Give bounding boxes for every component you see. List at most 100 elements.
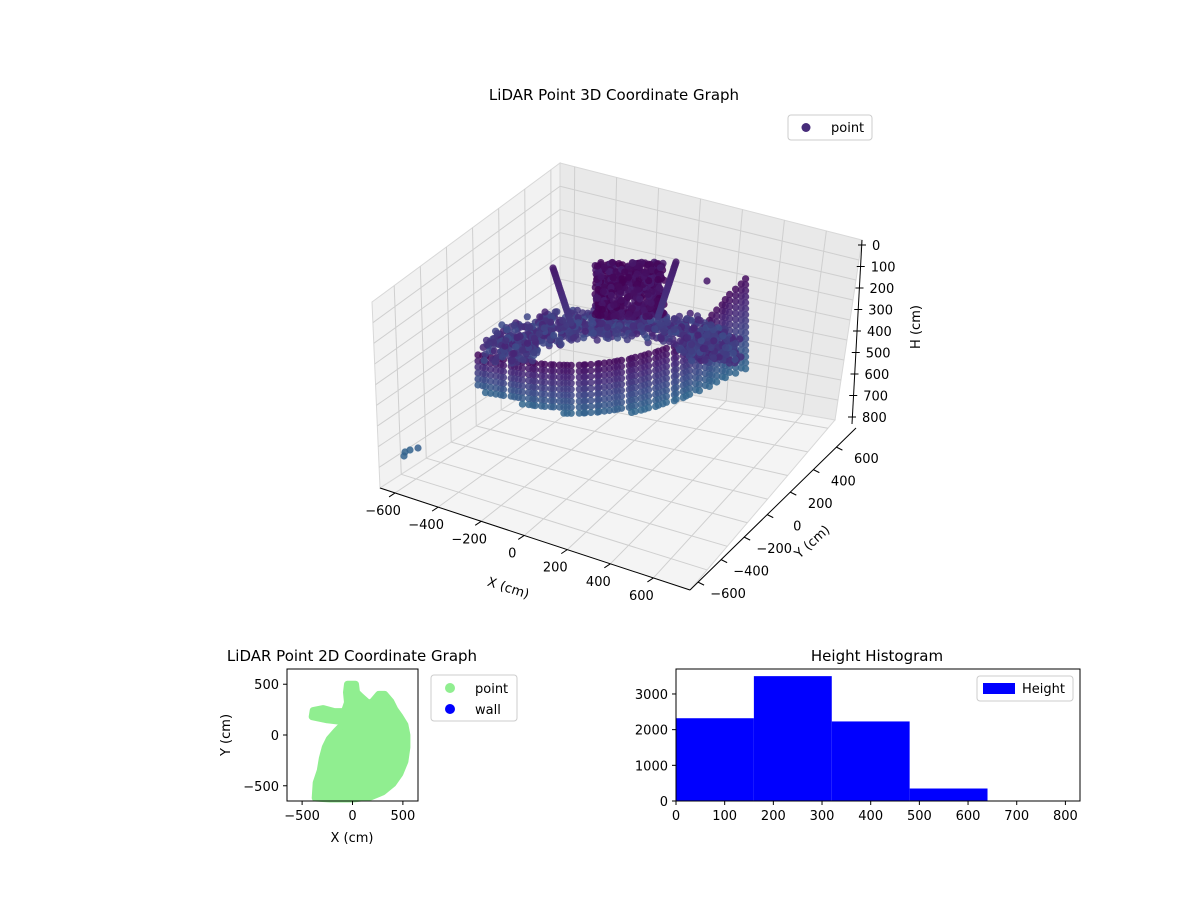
point-3d <box>631 377 639 385</box>
point-3d <box>633 309 641 318</box>
point-3d <box>688 357 696 365</box>
plot-3d-title: LiDAR Point 3D Coordinate Graph <box>489 86 739 104</box>
point-3d <box>541 384 549 392</box>
point-3d <box>695 375 704 383</box>
y-tick-label-3d: −200 <box>756 542 792 557</box>
point-3d <box>731 355 739 364</box>
point-3d <box>581 367 589 375</box>
point-3d <box>617 368 626 376</box>
point-3d <box>503 326 511 334</box>
point-3d <box>654 313 662 321</box>
point-3d <box>672 395 680 403</box>
x-tick-label-3d: −200 <box>451 532 487 547</box>
x-tick-label-3d: −600 <box>365 504 401 519</box>
point-3d <box>487 377 495 385</box>
ticks-2d: −500 0 500 −500 0 500 <box>243 678 415 824</box>
legend-2d-point-label: point <box>475 682 508 697</box>
point-3d <box>631 359 639 367</box>
point-3d <box>628 304 636 312</box>
point-3d <box>742 293 750 301</box>
point-3d <box>594 294 602 302</box>
point-3d <box>703 277 711 285</box>
point-3d <box>629 259 637 267</box>
point-3d <box>589 329 597 337</box>
point-3d <box>726 290 734 298</box>
histogram-title: Height Histogram <box>811 647 943 665</box>
point-3d <box>599 287 607 296</box>
y-ticks-3d: −600 −400 −2000 200 400 600 <box>697 446 879 602</box>
point-3d <box>713 306 721 314</box>
plot-histogram: Height Histogram 0 100 200 300 400 500 600 700 8… <box>635 647 1081 824</box>
point-3d <box>695 369 704 377</box>
grid-line <box>559 232 854 301</box>
point-3d <box>621 268 629 276</box>
point-3d <box>732 369 740 377</box>
point-3d <box>615 283 623 291</box>
point-3d <box>713 318 721 326</box>
y-tick-3d <box>813 469 820 474</box>
point-3d <box>726 308 734 316</box>
point-3d <box>686 366 694 374</box>
point-3d <box>631 407 639 415</box>
x-tick-label-hist: 400 <box>858 809 883 824</box>
point-3d <box>672 383 680 391</box>
point-3d <box>581 373 589 381</box>
point-3d <box>707 321 715 329</box>
y-tick-3d <box>836 446 843 451</box>
point-3d <box>729 349 737 357</box>
point-3d <box>726 314 734 322</box>
point-3d <box>631 395 639 403</box>
point-3d <box>491 357 499 365</box>
x-tick-label-hist: 600 <box>956 809 981 824</box>
point-3d <box>726 296 734 304</box>
point-3d <box>664 318 672 326</box>
y-tick-3d <box>720 559 728 564</box>
point-3d <box>670 326 678 334</box>
point-3d <box>539 339 547 347</box>
x-tick-label-2d: 0 <box>348 809 356 824</box>
point-3d <box>631 353 639 361</box>
point-3d <box>581 379 589 387</box>
point-3d <box>540 324 548 332</box>
legend-2d: point wall <box>430 674 518 722</box>
histogram-ticks: 0 100 200 300 400 500 600 700 800 0 1000 2000 3000 <box>635 688 1078 824</box>
point-3d <box>570 334 578 342</box>
point-3d <box>644 324 652 333</box>
x-tick-label-3d: −400 <box>408 518 444 533</box>
point-3d <box>636 295 644 303</box>
point-3d <box>645 392 653 400</box>
point-3d <box>697 337 705 345</box>
z-axis-label-3d: H (cm) <box>909 305 924 349</box>
point-3d <box>662 386 671 394</box>
point-3d <box>686 378 694 386</box>
point-3d <box>713 312 721 320</box>
x-tick-label-hist: 800 <box>1053 809 1078 824</box>
point-3d <box>617 398 626 406</box>
point-3d <box>732 339 740 347</box>
point-3d <box>672 365 680 373</box>
x-tick-label-hist: 0 <box>672 809 680 824</box>
point-3d <box>732 291 740 299</box>
point-3d <box>574 319 582 327</box>
point-3d <box>642 312 650 320</box>
point-3d <box>726 302 734 310</box>
x-tick-label-hist: 100 <box>712 809 737 824</box>
point-3d <box>595 390 603 398</box>
x-tick-3d <box>474 520 482 526</box>
point-3d <box>645 362 653 370</box>
y-tick-3d <box>743 536 751 541</box>
point-3d <box>721 344 730 352</box>
point-3d <box>687 341 696 349</box>
z-tick-label-3d: 800 <box>862 411 887 426</box>
point-3d <box>510 321 518 329</box>
point-3d <box>742 281 750 289</box>
grid-line <box>393 285 402 475</box>
point-3d <box>512 343 520 351</box>
x-tick-label-3d: 200 <box>543 561 568 576</box>
point-3d <box>642 269 650 277</box>
y-axis-line <box>689 427 857 591</box>
point-3d <box>531 334 539 342</box>
grid-line <box>559 185 860 261</box>
point-3d <box>732 327 740 335</box>
x-axis-line <box>379 487 691 591</box>
